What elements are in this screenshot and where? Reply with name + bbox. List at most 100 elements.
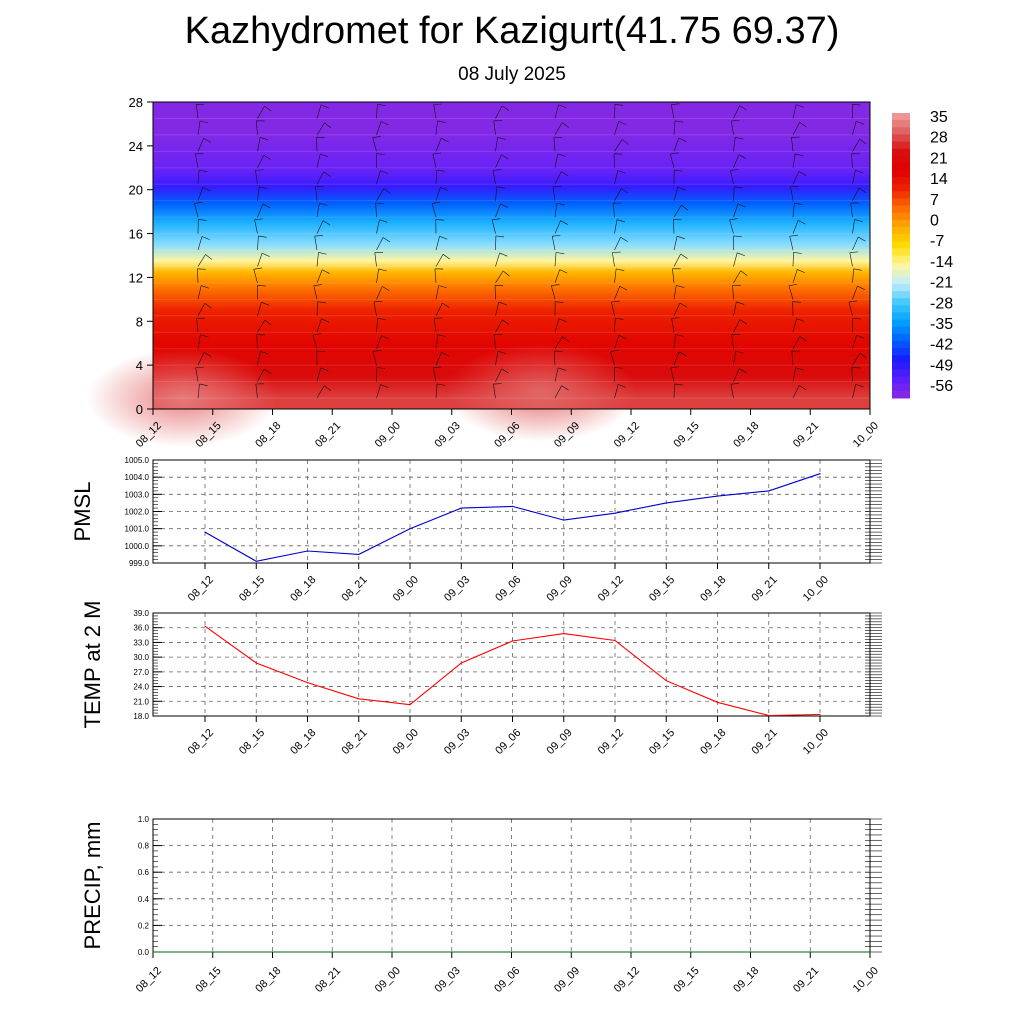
data-point <box>511 640 514 642</box>
wind-barb <box>614 384 619 399</box>
wind-barb-flag <box>562 336 570 342</box>
wind-barb-flag <box>495 235 505 238</box>
wind-barb <box>792 269 798 284</box>
data-point <box>511 505 514 507</box>
x-tick-label: 09_15 <box>647 574 677 604</box>
wind-barb <box>792 385 800 399</box>
wind-barb-flag <box>555 252 565 255</box>
wind-barb-flag <box>378 268 387 272</box>
x-tick-label: 09_00 <box>391 727 421 757</box>
y-tick-label: 0.8 <box>138 842 150 851</box>
wind-barb-flag <box>561 122 569 128</box>
wind-barb <box>257 106 265 119</box>
wind-barb-flag <box>263 154 271 160</box>
wind-barb-flag <box>739 105 747 111</box>
y-tick-label: 39.0 <box>133 609 149 618</box>
colorbar-label: -35 <box>930 316 953 333</box>
wind-barb-flag <box>555 301 564 303</box>
colorbar-label: -7 <box>930 233 944 250</box>
wind-barb-flag <box>620 237 628 242</box>
wind-barb <box>495 203 501 218</box>
wind-barb <box>495 186 498 201</box>
wind-barb-flag <box>264 319 272 326</box>
x-tick-label: 08_12 <box>186 574 216 604</box>
wind-barb-flag <box>255 383 265 385</box>
wind-barb <box>673 351 680 366</box>
wind-barb <box>316 203 320 218</box>
wind-barb <box>376 170 381 185</box>
colorbar-label: 7 <box>930 192 939 209</box>
wind-barb <box>316 122 325 136</box>
wind-barb-flag <box>322 269 330 274</box>
y-tick-label: 24.0 <box>133 683 149 692</box>
wind-barb <box>554 269 561 284</box>
wind-barb-flag <box>790 185 799 188</box>
wind-barb <box>316 171 325 185</box>
data-point <box>255 662 257 664</box>
wind-barb-flag <box>794 202 803 205</box>
wind-barb <box>792 336 801 349</box>
wind-barb-flag <box>678 351 687 356</box>
wind-barb <box>495 351 499 366</box>
x-tick-label: 09_21 <box>750 727 780 757</box>
wind-barb-flag <box>433 366 442 369</box>
wind-barb <box>197 236 203 251</box>
wind-barb <box>257 186 260 201</box>
wind-barb <box>316 252 319 267</box>
colorbar-swatch <box>892 205 910 214</box>
x-tick-label: 09_12 <box>612 965 642 995</box>
wind-barb <box>376 318 379 333</box>
wind-barb <box>614 104 616 119</box>
wind-barb <box>316 350 318 366</box>
page-title: Kazhydromet for Kazigurt(41.75 69.37) <box>184 10 840 52</box>
wind-barb <box>554 203 558 218</box>
x-tick-label: 09_15 <box>647 727 677 757</box>
wind-barb <box>197 303 206 316</box>
wind-barb <box>792 171 800 185</box>
wind-barb <box>195 367 199 382</box>
wind-barb-flag <box>614 104 624 106</box>
wind-barb <box>495 137 498 152</box>
colorbar-swatch <box>892 262 910 271</box>
wind-barb <box>493 384 496 399</box>
wind-barb <box>197 334 201 349</box>
wind-barb <box>312 335 318 349</box>
wind-barb <box>614 335 620 349</box>
data-point <box>819 473 821 475</box>
wind-barb-flag <box>855 383 864 388</box>
x-tick-label: 08_18 <box>288 727 318 757</box>
wind-barb <box>315 186 318 201</box>
wind-barb-flag <box>315 186 324 187</box>
wind-barb <box>791 351 794 366</box>
wind-barb-flag <box>795 367 804 371</box>
wind-barb-flag <box>681 204 689 211</box>
wind-barb-flag <box>316 350 326 353</box>
wind-barb-flag <box>740 270 748 276</box>
wind-barb <box>495 105 503 119</box>
wind-barb <box>197 138 204 152</box>
wind-barb-flag <box>734 186 743 189</box>
x-tick-label: 09_18 <box>731 420 761 450</box>
wind-barb <box>195 153 199 168</box>
x-tick-label: 09_18 <box>698 574 728 604</box>
wind-barb-flag <box>205 254 213 260</box>
wind-barb-flag <box>614 367 623 369</box>
wind-barb-flag <box>259 186 268 189</box>
wind-barb-flag <box>500 203 508 208</box>
wind-barb <box>495 252 500 267</box>
wind-barb <box>257 203 264 218</box>
wind-barb <box>733 252 738 267</box>
colorbar-swatch <box>892 113 910 121</box>
colorbar-swatch <box>892 319 910 328</box>
wind-barb <box>257 154 264 168</box>
y-tick-label: 1.0 <box>138 815 150 824</box>
colorbar-swatch <box>892 241 910 249</box>
wind-barb-flag <box>619 285 628 291</box>
wind-barb <box>851 367 853 382</box>
wind-barb-flag <box>677 186 686 191</box>
wind-barb <box>432 153 437 168</box>
wind-barb <box>553 351 556 366</box>
wind-barb <box>257 253 263 267</box>
wind-barb-flag <box>440 186 449 191</box>
wind-barb-flag <box>442 302 450 308</box>
